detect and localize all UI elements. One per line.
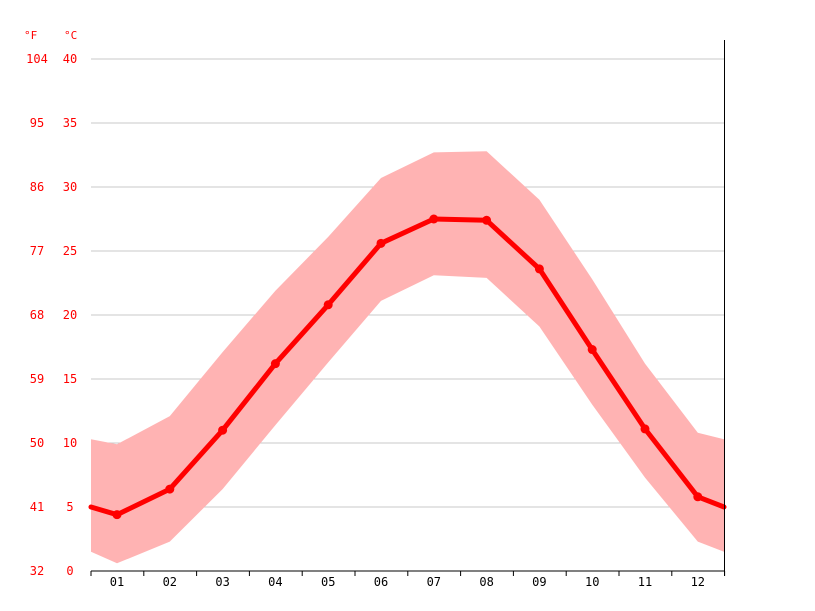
y-tick-label-c: 35 <box>63 116 77 130</box>
x-tick-label: 01 <box>110 575 124 589</box>
mean-point <box>112 510 122 520</box>
y-tick-label-f: 41 <box>30 500 44 514</box>
x-tick-label: 05 <box>321 575 335 589</box>
axes <box>90 40 726 576</box>
y-tick-label-c: 20 <box>63 308 77 322</box>
mean-point <box>482 215 492 225</box>
x-tick-label: 04 <box>268 575 282 589</box>
x-tick-label: 02 <box>163 575 177 589</box>
mean-point <box>693 492 703 502</box>
y-tick-label-c: 10 <box>63 436 77 450</box>
x-tick-label: 06 <box>374 575 388 589</box>
y-tick-label-c: 40 <box>63 52 77 66</box>
y-tick-label-c: 25 <box>63 244 77 258</box>
y-tick-label-c: 30 <box>63 180 77 194</box>
y-tick-label-f: 32 <box>30 564 44 578</box>
x-tick-label: 11 <box>638 575 652 589</box>
y-tick-label-f: 104 <box>26 52 48 66</box>
temperature-range-band <box>91 151 724 564</box>
y-tick-label-f: 95 <box>30 116 44 130</box>
mean-point <box>270 359 280 369</box>
mean-point <box>534 264 544 274</box>
x-tick-label: 10 <box>585 575 599 589</box>
mean-point <box>640 424 650 434</box>
mean-temperature-points <box>112 214 703 520</box>
y-tick-label-f: 50 <box>30 436 44 450</box>
x-tick-label: 07 <box>427 575 441 589</box>
mean-point <box>587 345 597 355</box>
x-tick-label: 03 <box>215 575 229 589</box>
y-axis-labels: 32 0 41 5 50 10 59 15 68 20 77 25 86 30 95 35 104 40 <box>26 52 77 578</box>
y-tick-label-f: 77 <box>30 244 44 258</box>
fahrenheit-unit-label: °F <box>24 29 37 42</box>
y-tick-label-c: 5 <box>66 500 73 514</box>
x-tick-label: 08 <box>479 575 493 589</box>
mean-point <box>429 214 439 224</box>
mean-point <box>323 300 333 310</box>
celsius-unit-label: °C <box>64 29 77 42</box>
y-tick-label-f: 68 <box>30 308 44 322</box>
y-tick-label-c: 15 <box>63 372 77 386</box>
mean-point <box>218 425 228 435</box>
y-tick-label-c: 0 <box>66 564 73 578</box>
y-tick-label-f: 59 <box>30 372 44 386</box>
mean-point <box>376 238 386 248</box>
mean-point <box>165 484 175 494</box>
x-axis-labels: 01 02 03 04 05 06 07 08 09 10 11 12 <box>110 575 705 589</box>
y-tick-label-f: 86 <box>30 180 44 194</box>
x-tick-label: 09 <box>532 575 546 589</box>
mean-temperature-line <box>88 216 727 518</box>
x-tick-label: 12 <box>691 575 705 589</box>
